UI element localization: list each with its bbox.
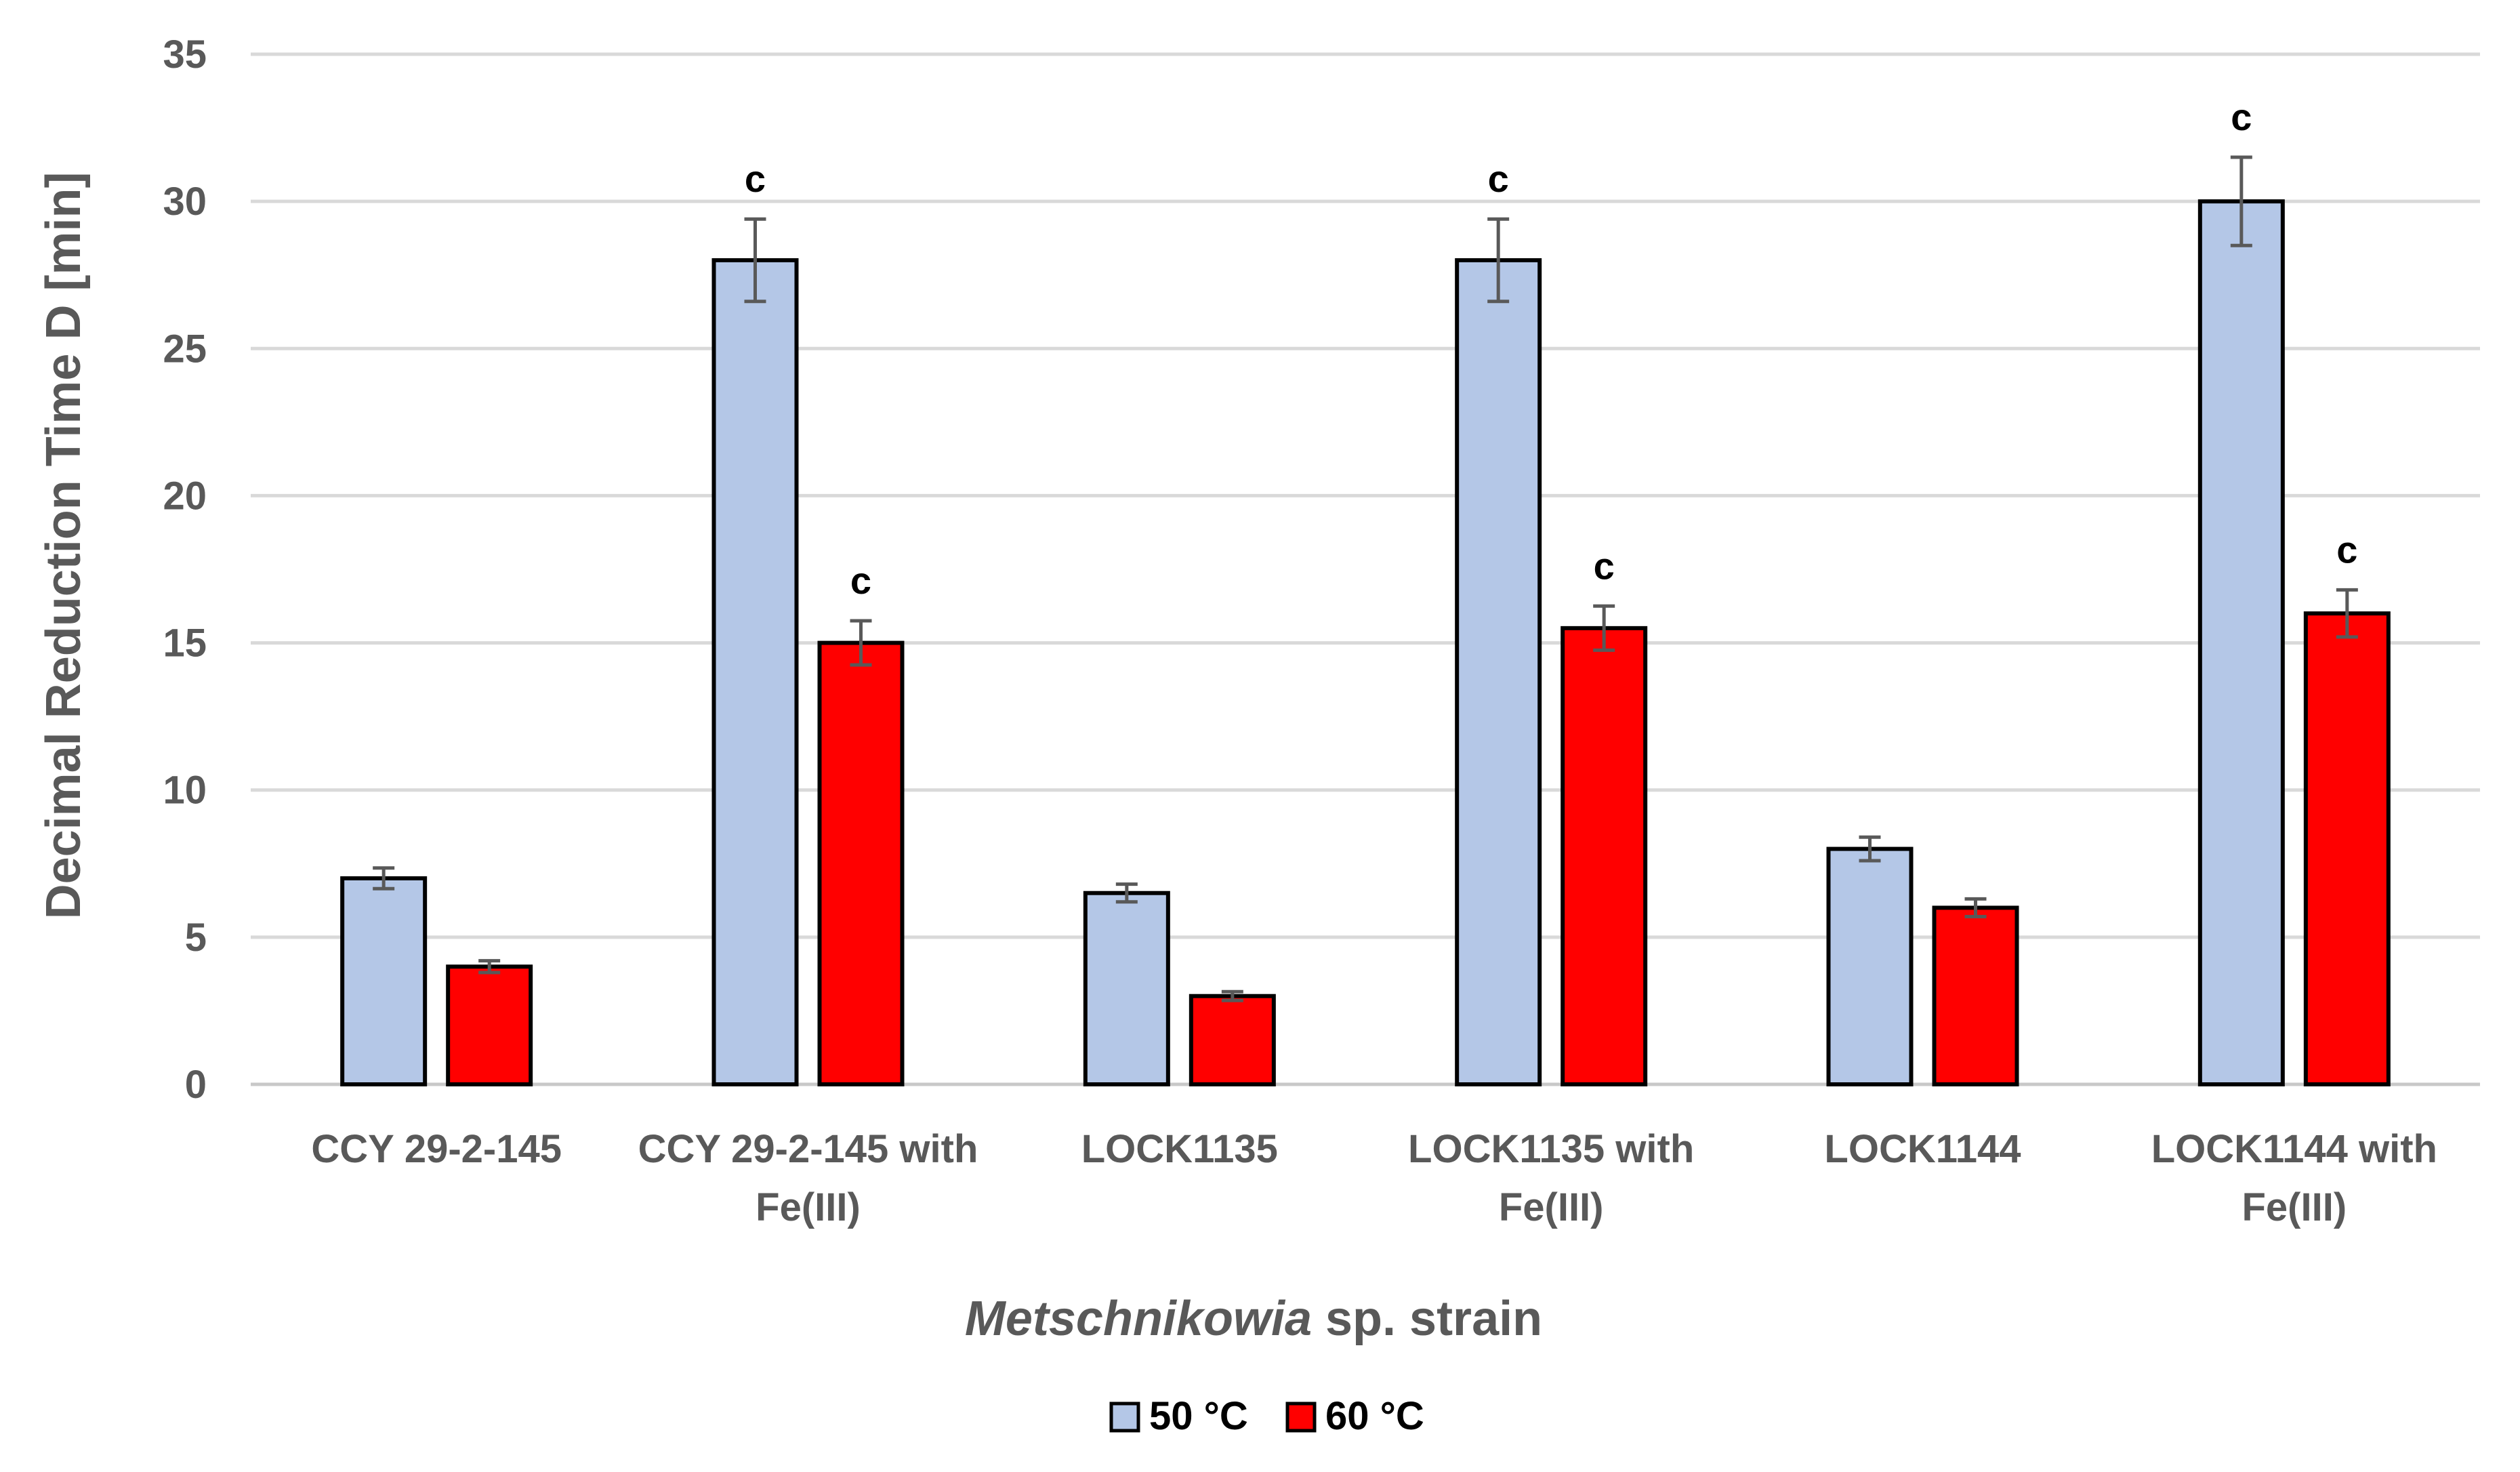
x-tick-label-line: LOCK1135 with [1408, 1127, 1694, 1171]
x-axis-title-rest: sp. strain [1312, 1292, 1542, 1346]
legend-swatch [1109, 1402, 1140, 1433]
x-tick-label-line: Fe(III) [2242, 1185, 2347, 1229]
x-axis-title: Metschnikowia sp. strain [965, 1292, 1542, 1346]
legend-label: 50 °C [1149, 1394, 1248, 1438]
bar [1083, 891, 1170, 1086]
significance-label: c [745, 157, 766, 200]
significance-label: c [850, 559, 871, 602]
significance-label: c [2336, 528, 2357, 571]
y-tick-label: 30 [163, 180, 207, 224]
bar [2303, 611, 2391, 1086]
bar [1826, 846, 1914, 1086]
x-tick-label: LOCK1144 with Fe(III) [2151, 1127, 2437, 1229]
x-tick-label-line: CCY 29-2-145 with [638, 1127, 978, 1171]
x-tick-label-line: CCY 29-2-145 [311, 1127, 562, 1171]
legend: 50 °C 60 °C [1109, 1394, 1424, 1438]
y-tick-label: 5 [185, 916, 207, 960]
x-tick-label-line: LOCK1144 with [2151, 1127, 2437, 1171]
significance-label: c [1594, 544, 1615, 587]
y-axis-title: Decimal Reduction Time D [min] [37, 172, 91, 920]
x-tick-label: LOCK1144 [1824, 1127, 2021, 1171]
x-tick-label-line: LOCK1144 [1824, 1127, 2021, 1171]
bar [817, 640, 905, 1086]
y-tick-label: 35 [163, 33, 207, 77]
bar [711, 258, 799, 1086]
x-tick-label: LOCK1135 with Fe(III) [1408, 1127, 1694, 1229]
legend-label: 60 °C [1325, 1394, 1424, 1438]
x-tick-label: LOCK1135 [1081, 1127, 1278, 1171]
significance-label: c [2231, 96, 2252, 138]
bar [1189, 994, 1276, 1086]
x-tick-label: CCY 29-2-145 [311, 1127, 562, 1171]
bar [1932, 905, 2019, 1087]
bar [446, 964, 533, 1087]
x-tick-label-line: Fe(III) [1499, 1185, 1604, 1229]
bar [340, 876, 428, 1086]
significance-label: c [1488, 157, 1509, 200]
x-axis-title-italic: Metschnikowia [965, 1292, 1312, 1346]
bar [1455, 258, 1542, 1086]
bar [1561, 626, 1648, 1086]
y-tick-label: 25 [163, 327, 207, 371]
y-tick-label: 20 [163, 474, 207, 518]
x-tick-label-line: LOCK1135 [1081, 1127, 1278, 1171]
x-tick-label-line: Fe(III) [756, 1185, 861, 1229]
legend-swatch [1285, 1402, 1317, 1433]
y-tick-label: 10 [163, 769, 207, 813]
gridlines [251, 52, 2480, 1086]
y-tick-label: 15 [163, 621, 207, 666]
bars [340, 155, 2391, 1087]
bar [2197, 199, 2285, 1087]
labels: 0 5 10 15 20 25 30 35 CCY 29-2-145 c c CCY 29-2-145… [163, 33, 2437, 1229]
y-tick-label: 0 [185, 1063, 207, 1107]
x-tick-label: CCY 29-2-145 with Fe(III) [638, 1127, 978, 1229]
